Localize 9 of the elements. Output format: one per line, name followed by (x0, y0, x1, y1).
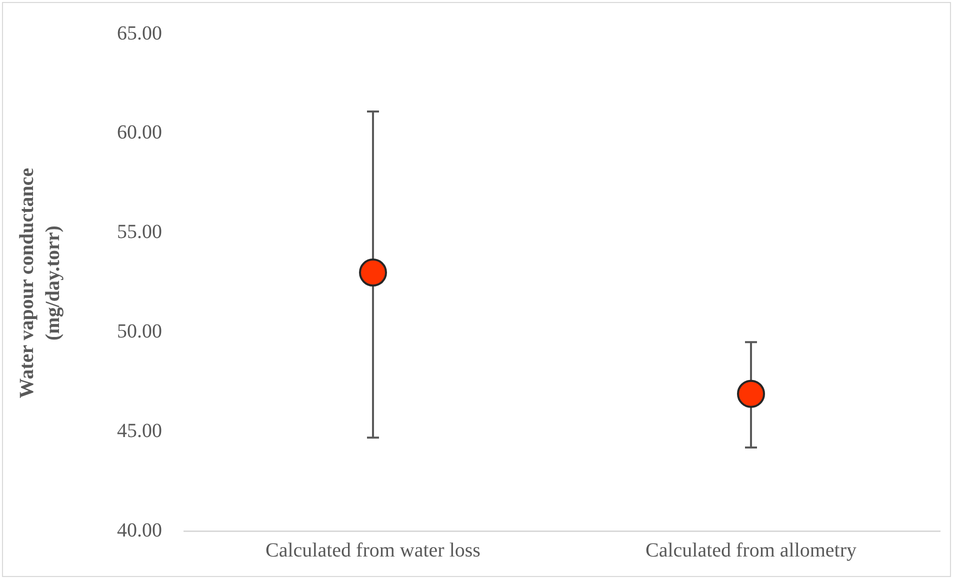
y-tick-label: 55.00 (117, 221, 162, 244)
y-tick-label: 60.00 (117, 122, 162, 144)
x-tick-label: Calculated from allometry (645, 539, 857, 562)
x-tick-label: Calculated from water loss (266, 539, 481, 562)
y-tick-label: 45.00 (117, 420, 162, 442)
y-tick-label: 50.00 (117, 320, 162, 342)
y-tick-label: 65.00 (117, 22, 162, 44)
y-tick-label: 40.00 (117, 519, 162, 542)
y-axis-title: Water vapour conductance (mg/day.torr) (15, 166, 65, 400)
